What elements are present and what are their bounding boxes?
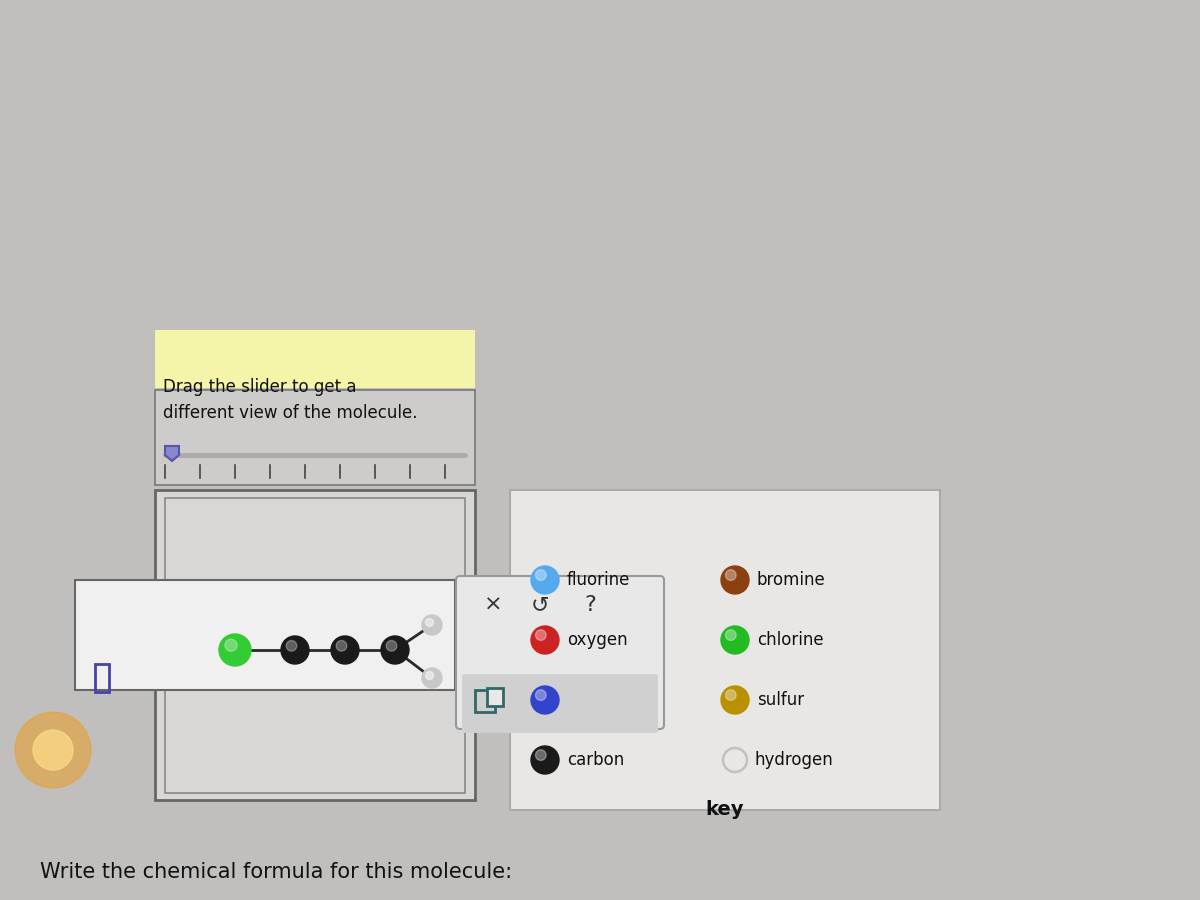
- Circle shape: [535, 570, 546, 580]
- Text: fluorine: fluorine: [568, 571, 630, 589]
- FancyBboxPatch shape: [487, 688, 503, 706]
- Text: Write the chemical formula for this molecule:: Write the chemical formula for this mole…: [40, 862, 512, 882]
- Circle shape: [220, 634, 251, 666]
- Circle shape: [422, 615, 442, 635]
- FancyBboxPatch shape: [456, 576, 664, 729]
- Circle shape: [281, 636, 310, 664]
- Text: bromine: bromine: [757, 571, 826, 589]
- FancyBboxPatch shape: [166, 498, 466, 793]
- Text: chlorine: chlorine: [757, 631, 823, 649]
- Circle shape: [721, 566, 749, 594]
- Circle shape: [336, 641, 347, 651]
- Text: ↺: ↺: [530, 595, 550, 615]
- Text: hydrogen: hydrogen: [755, 751, 834, 769]
- Circle shape: [422, 668, 442, 688]
- FancyBboxPatch shape: [155, 330, 475, 388]
- Text: ?: ?: [584, 595, 596, 615]
- FancyBboxPatch shape: [510, 490, 940, 810]
- FancyBboxPatch shape: [155, 490, 475, 800]
- Circle shape: [530, 626, 559, 654]
- FancyBboxPatch shape: [155, 390, 475, 485]
- Circle shape: [535, 689, 546, 700]
- Circle shape: [530, 566, 559, 594]
- Text: sulfur: sulfur: [757, 691, 804, 709]
- Text: carbon: carbon: [568, 751, 624, 769]
- Circle shape: [726, 570, 736, 580]
- Circle shape: [426, 671, 433, 680]
- Circle shape: [331, 636, 359, 664]
- Circle shape: [535, 750, 546, 760]
- Circle shape: [721, 626, 749, 654]
- Circle shape: [530, 686, 559, 714]
- Text: oxygen: oxygen: [568, 631, 628, 649]
- Circle shape: [530, 746, 559, 774]
- Circle shape: [224, 639, 238, 652]
- Circle shape: [721, 686, 749, 714]
- Circle shape: [426, 618, 433, 626]
- Circle shape: [382, 636, 409, 664]
- Circle shape: [726, 689, 736, 700]
- Polygon shape: [166, 446, 179, 461]
- Circle shape: [14, 712, 91, 788]
- Circle shape: [34, 730, 73, 770]
- Text: ×: ×: [484, 595, 503, 615]
- FancyBboxPatch shape: [462, 674, 658, 733]
- Text: Drag the slider to get a
different view of the molecule.: Drag the slider to get a different view …: [163, 378, 418, 422]
- Circle shape: [726, 630, 736, 641]
- Text: nitrogen: nitrogen: [568, 691, 636, 709]
- Circle shape: [535, 630, 546, 641]
- Text: key: key: [706, 800, 744, 819]
- Circle shape: [286, 641, 296, 651]
- Circle shape: [386, 641, 397, 651]
- FancyBboxPatch shape: [74, 580, 455, 690]
